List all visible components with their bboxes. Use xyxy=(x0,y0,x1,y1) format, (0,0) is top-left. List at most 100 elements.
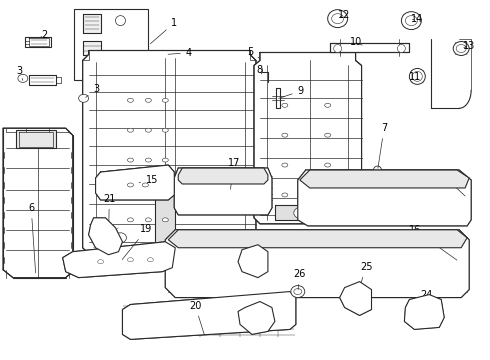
Ellipse shape xyxy=(325,103,331,107)
Ellipse shape xyxy=(325,193,331,197)
Ellipse shape xyxy=(251,314,261,321)
Polygon shape xyxy=(174,168,272,215)
Polygon shape xyxy=(63,242,175,278)
Polygon shape xyxy=(300,170,469,188)
Text: 16: 16 xyxy=(409,225,457,260)
Ellipse shape xyxy=(127,183,133,187)
Ellipse shape xyxy=(147,258,153,262)
Ellipse shape xyxy=(405,15,417,26)
Polygon shape xyxy=(29,75,56,85)
Ellipse shape xyxy=(162,218,168,222)
Text: 25: 25 xyxy=(357,262,372,295)
Ellipse shape xyxy=(373,166,382,174)
Ellipse shape xyxy=(325,163,331,167)
Text: 8: 8 xyxy=(257,64,263,75)
Polygon shape xyxy=(276,88,280,108)
Polygon shape xyxy=(83,50,256,254)
Ellipse shape xyxy=(162,98,168,102)
Polygon shape xyxy=(83,60,100,78)
Text: 19: 19 xyxy=(122,225,152,260)
Ellipse shape xyxy=(409,68,425,84)
Ellipse shape xyxy=(127,188,133,192)
Text: 6: 6 xyxy=(28,203,36,273)
Ellipse shape xyxy=(127,218,133,222)
Text: 3: 3 xyxy=(17,66,23,80)
Ellipse shape xyxy=(146,98,151,102)
Text: 2: 2 xyxy=(41,30,47,40)
Polygon shape xyxy=(238,245,268,278)
Polygon shape xyxy=(340,282,371,315)
Ellipse shape xyxy=(413,71,422,81)
Ellipse shape xyxy=(401,12,421,30)
Polygon shape xyxy=(3,128,73,278)
Ellipse shape xyxy=(146,158,151,162)
Ellipse shape xyxy=(397,45,405,53)
Polygon shape xyxy=(96,165,174,200)
Ellipse shape xyxy=(146,188,151,192)
Text: 9: 9 xyxy=(278,86,304,98)
Polygon shape xyxy=(83,14,100,32)
Polygon shape xyxy=(89,218,122,255)
Polygon shape xyxy=(168,230,467,248)
Ellipse shape xyxy=(162,128,168,132)
Ellipse shape xyxy=(98,260,103,264)
Ellipse shape xyxy=(325,133,331,137)
Ellipse shape xyxy=(291,285,305,298)
Text: 15: 15 xyxy=(139,175,158,185)
Ellipse shape xyxy=(328,10,347,28)
Ellipse shape xyxy=(115,233,126,243)
Ellipse shape xyxy=(282,103,288,107)
Polygon shape xyxy=(155,195,175,245)
Ellipse shape xyxy=(100,234,111,242)
Text: 10: 10 xyxy=(350,37,363,47)
Text: 18: 18 xyxy=(440,173,465,196)
Polygon shape xyxy=(83,41,100,55)
Text: 23: 23 xyxy=(240,232,252,262)
Ellipse shape xyxy=(282,193,288,197)
Text: 24: 24 xyxy=(420,291,433,312)
Text: 5: 5 xyxy=(247,46,260,58)
Ellipse shape xyxy=(334,45,342,53)
Text: 11: 11 xyxy=(409,72,421,82)
Ellipse shape xyxy=(456,45,466,53)
Ellipse shape xyxy=(294,207,310,219)
Ellipse shape xyxy=(146,218,151,222)
Text: 20: 20 xyxy=(189,301,204,335)
Text: 1: 1 xyxy=(150,18,177,44)
Ellipse shape xyxy=(282,133,288,137)
Text: 13: 13 xyxy=(464,41,476,50)
Ellipse shape xyxy=(18,75,28,82)
Text: 14: 14 xyxy=(411,14,423,24)
Ellipse shape xyxy=(247,258,257,266)
Ellipse shape xyxy=(332,14,343,24)
Text: 4: 4 xyxy=(168,48,192,58)
Ellipse shape xyxy=(127,98,133,102)
Text: 26: 26 xyxy=(294,269,306,290)
Polygon shape xyxy=(165,230,469,298)
Polygon shape xyxy=(178,168,268,184)
Text: 7: 7 xyxy=(378,123,387,168)
Ellipse shape xyxy=(78,94,89,102)
Polygon shape xyxy=(254,53,362,224)
Ellipse shape xyxy=(162,188,168,192)
Ellipse shape xyxy=(162,158,168,162)
Polygon shape xyxy=(330,42,409,53)
Ellipse shape xyxy=(453,41,469,55)
Polygon shape xyxy=(238,302,275,334)
Polygon shape xyxy=(89,96,104,102)
Polygon shape xyxy=(25,37,51,46)
Ellipse shape xyxy=(127,258,133,262)
Polygon shape xyxy=(404,294,444,329)
Text: 12: 12 xyxy=(338,10,350,20)
Text: 21: 21 xyxy=(103,194,116,236)
Polygon shape xyxy=(275,205,330,220)
Polygon shape xyxy=(16,130,56,148)
Ellipse shape xyxy=(143,183,148,187)
Ellipse shape xyxy=(146,128,151,132)
Ellipse shape xyxy=(282,163,288,167)
Ellipse shape xyxy=(350,293,361,302)
Ellipse shape xyxy=(214,233,226,243)
Polygon shape xyxy=(298,170,471,226)
Text: 3: 3 xyxy=(86,84,99,98)
Text: 22: 22 xyxy=(247,311,260,320)
